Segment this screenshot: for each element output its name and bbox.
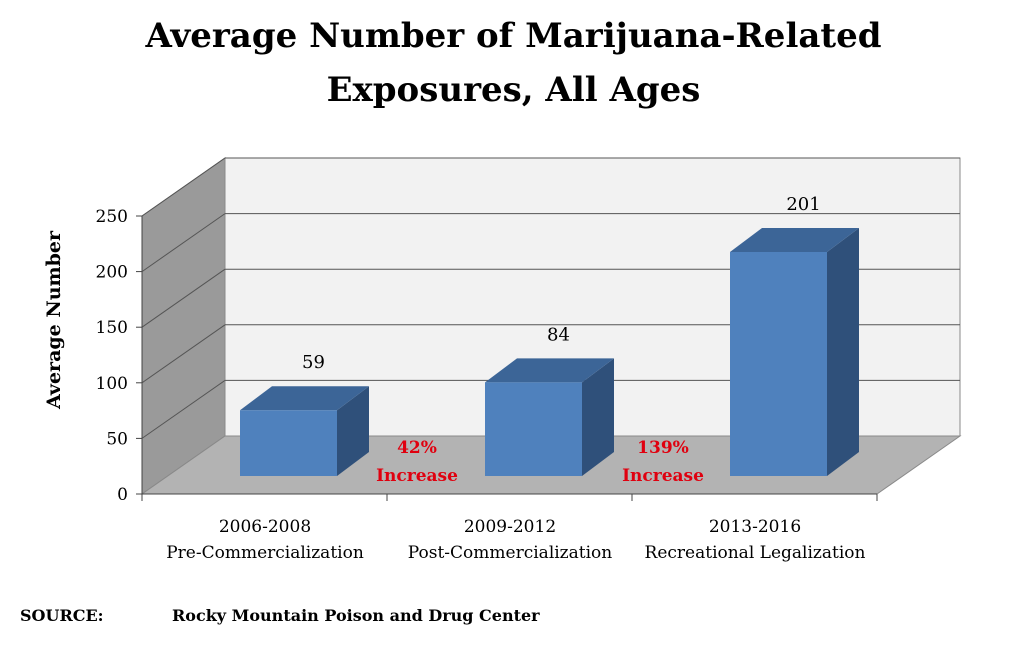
y-tick-label-200: 200 — [96, 263, 128, 283]
y-tick-label-50: 50 — [106, 429, 128, 449]
gridline-side-200 — [141, 213, 226, 273]
bar-top-3 — [730, 228, 859, 252]
bar-2 — [485, 382, 582, 476]
x-category-period-1: 2006-2008 — [218, 517, 312, 537]
annotation-increase-2-pct: 139% — [637, 438, 689, 458]
chart-title-line2: Exposures, All Ages — [326, 70, 701, 110]
bar-top-2 — [485, 358, 614, 383]
y-tick-label-150: 150 — [96, 318, 128, 338]
chart-title-line1: Average Number of Marijuana-Related — [145, 16, 882, 56]
data-label-2: 84 — [547, 324, 570, 345]
annotation-increase-1-pct: 42% — [397, 438, 437, 458]
x-category-period-2: 2009-2012 — [463, 517, 557, 537]
y-tick-label-0: 0 — [117, 485, 128, 505]
x-category-label-2: Post-Commercialization — [407, 543, 613, 563]
y-axis-title: Average Number — [43, 230, 65, 410]
chart-side-wall — [141, 157, 226, 495]
annotation-increase-1-text: Increase — [376, 466, 458, 486]
bar-top-1 — [240, 386, 369, 411]
source-label: SOURCE: — [20, 606, 104, 625]
y-tick-label-100: 100 — [96, 374, 128, 394]
gridline-side-150 — [141, 268, 226, 328]
gridline-side-50 — [141, 379, 226, 439]
data-label-3: 201 — [786, 194, 820, 215]
bar-side-2 — [582, 358, 614, 476]
gridline-side-100 — [141, 324, 226, 384]
source-text: Rocky Mountain Poison and Drug Center — [172, 606, 540, 625]
x-category-period-3: 2013-2016 — [708, 517, 802, 537]
bar-3 — [730, 252, 827, 476]
bar-1 — [240, 410, 337, 476]
data-label-1: 59 — [302, 352, 325, 373]
annotation-increase-2-text: Increase — [622, 466, 704, 486]
gridline-side-250 — [141, 157, 226, 217]
bar-side-1 — [337, 386, 369, 476]
bar-side-3 — [827, 228, 859, 476]
x-category-label-1: Pre-Commercialization — [166, 543, 364, 563]
y-tick-label-250: 250 — [96, 207, 128, 227]
x-category-label-3: Recreational Legalization — [644, 543, 866, 563]
